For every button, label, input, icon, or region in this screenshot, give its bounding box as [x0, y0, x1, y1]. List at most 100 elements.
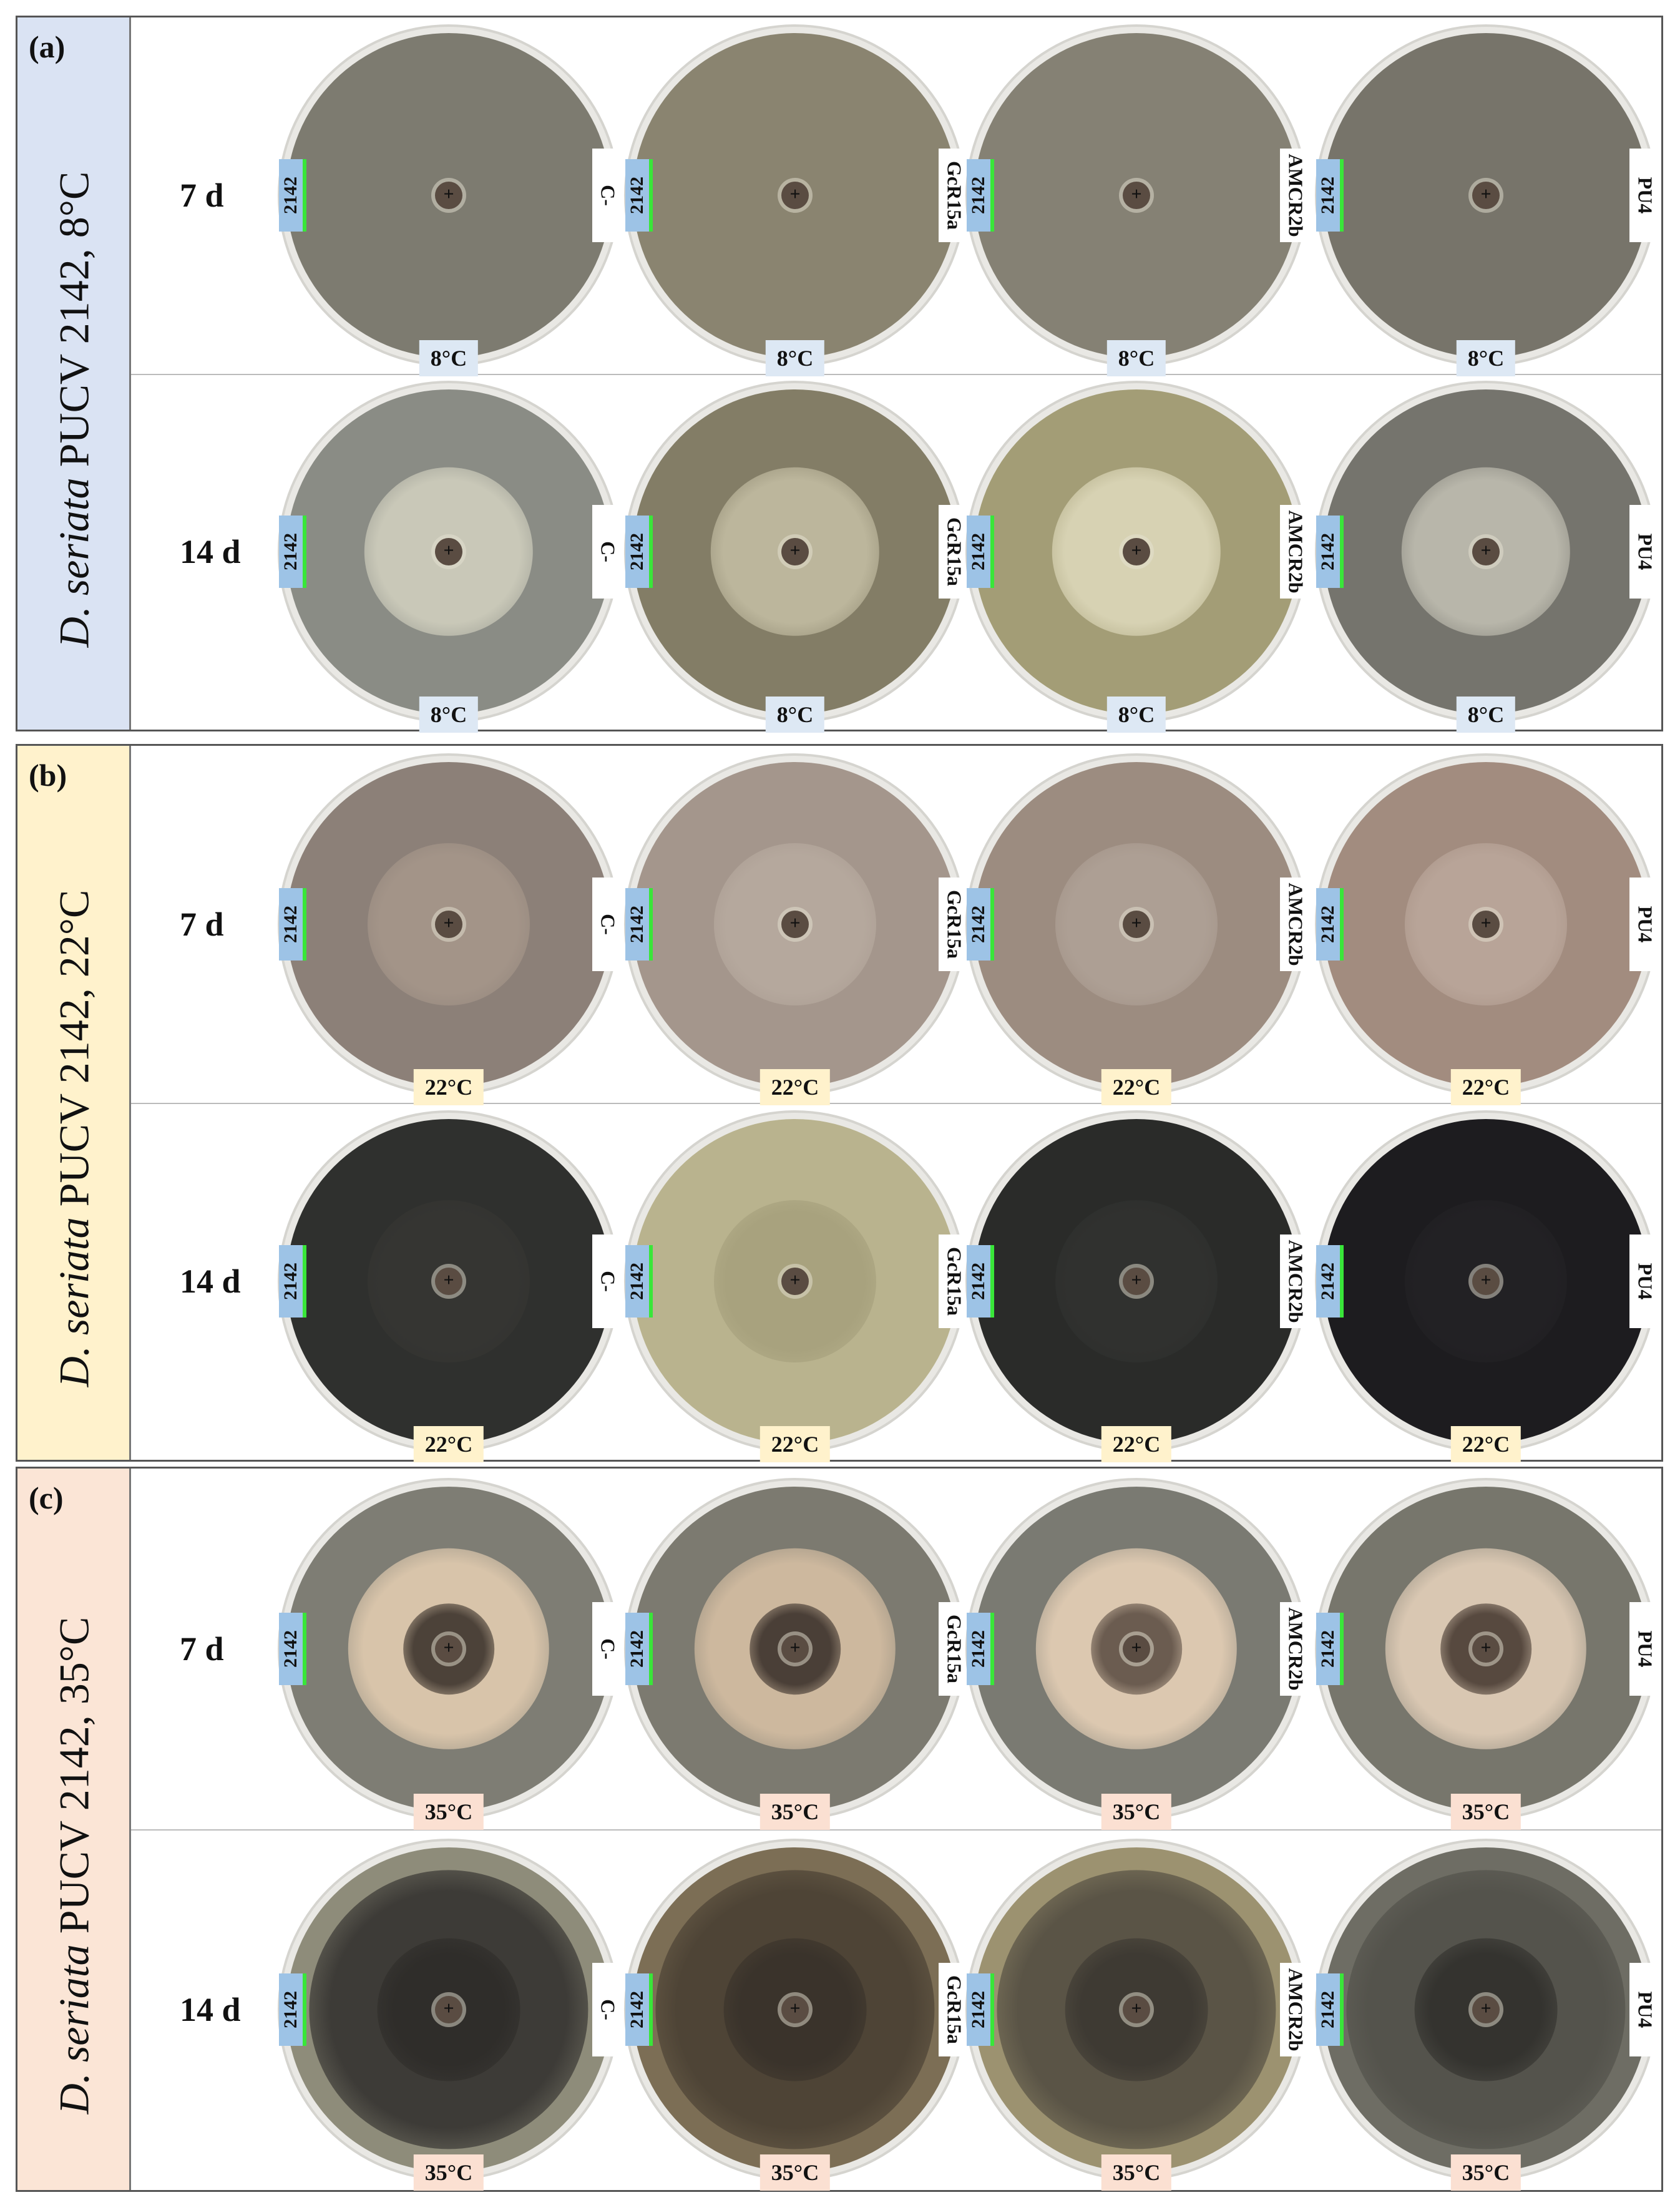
- temperature-label: 22°C: [413, 1426, 484, 1462]
- strain-label: PU4: [1634, 177, 1657, 214]
- isolate-tag: 2142: [279, 888, 306, 961]
- panel-title: D. seriata PUCV 2142, 35°C: [50, 1616, 99, 2114]
- temperature-label: 8°C: [765, 696, 825, 733]
- temperature-label: 8°C: [1456, 696, 1516, 733]
- isolate-label: 2142: [968, 1263, 989, 1300]
- isolate-label: 2142: [280, 532, 301, 570]
- strain-tag: AMCR2b: [1280, 149, 1311, 243]
- strain-tag: AMCR2b: [1280, 878, 1311, 971]
- isolate-tag: 2142: [625, 515, 653, 588]
- isolate-label: 2142: [280, 906, 301, 943]
- temperature-label: 8°C: [1106, 340, 1166, 377]
- petri-dish: 2142 PU4 8°C: [1316, 33, 1661, 377]
- isolate-tag: 2142: [279, 1245, 306, 1318]
- isolate-tag: 2142: [279, 1613, 306, 1685]
- isolate-label: 2142: [968, 532, 989, 570]
- isolate-tag: 2142: [625, 159, 653, 232]
- isolate-label: 2142: [1317, 1630, 1338, 1668]
- isolate-label: 2142: [968, 177, 989, 215]
- isolate-tag: 2142: [625, 1245, 653, 1318]
- strain-label: GcR15a: [943, 1614, 966, 1684]
- temperature-label: 35°C: [1450, 1794, 1521, 1830]
- strain-label: PU4: [1634, 1991, 1657, 2028]
- isolate-label: 2142: [280, 1991, 301, 2028]
- petri-dish: 2142 C- 22°C: [279, 1119, 623, 1462]
- strain-tag: GcR15a: [939, 149, 970, 243]
- isolate-tag: 2142: [967, 1245, 994, 1318]
- isolate-tag: 2142: [967, 888, 994, 961]
- isolate-tag: 2142: [625, 888, 653, 961]
- panel-sidebar: (c) D. seriata PUCV 2142, 35°C: [17, 1469, 131, 2190]
- strain-tag: C-: [592, 1963, 623, 2056]
- species-name: D. seriata: [50, 477, 98, 647]
- strain-label: GcR15a: [943, 517, 966, 586]
- mycelial-plug: [1123, 911, 1150, 938]
- strain-label: AMCR2b: [1284, 1239, 1307, 1323]
- panel-title: D. seriata PUCV 2142, 8°C: [50, 171, 99, 647]
- isolate-label: 2142: [280, 1630, 301, 1668]
- isolate-tag: 2142: [279, 1973, 306, 2046]
- mycelial-plug: [781, 1635, 809, 1663]
- strain-label: PU4: [1634, 533, 1657, 570]
- petri-dish: 2142 AMCR2b 8°C: [967, 389, 1311, 733]
- strain-label: AMCR2b: [1284, 154, 1307, 237]
- petri-dish: 2142 PU4 22°C: [1316, 1119, 1661, 1462]
- temperature-label: 22°C: [759, 1426, 831, 1462]
- mycelial-plug: [781, 911, 809, 938]
- petri-dish: 2142 AMCR2b 35°C: [967, 1487, 1311, 1830]
- isolate-label: 2142: [627, 1630, 647, 1668]
- species-name: D. seriata: [50, 1217, 98, 1387]
- strain-tag: GcR15a: [939, 1602, 970, 1696]
- petri-dish: 2142 PU4 22°C: [1316, 762, 1661, 1105]
- petri-dish: 2142 PU4 35°C: [1316, 1487, 1661, 1830]
- temperature-label: 35°C: [759, 2154, 831, 2191]
- petri-dish: 2142 AMCR2b 22°C: [967, 1119, 1311, 1462]
- isolate-label: 2142: [627, 532, 647, 570]
- petri-dish: 2142 GcR15a 8°C: [625, 389, 970, 733]
- mycelial-plug: [435, 1268, 462, 1295]
- mycelial-plug: [1472, 182, 1500, 210]
- petri-dish: 2142 GcR15a 35°C: [625, 1487, 970, 1830]
- row-label: 14 d: [180, 532, 241, 570]
- mycelial-plug: [1472, 1635, 1500, 1663]
- petri-dish: 2142 AMCR2b 8°C: [967, 33, 1311, 377]
- strain-tag: AMCR2b: [1280, 1602, 1311, 1696]
- panel-b: (b) D. seriata PUCV 2142, 22°C 7 d 2142 C- 22…: [16, 744, 1663, 1462]
- strain-tag: C-: [592, 1235, 623, 1328]
- temperature-label: 35°C: [413, 1794, 484, 1830]
- petri-dish: 2142 C- 22°C: [279, 762, 623, 1105]
- isolate-label: 2142: [968, 906, 989, 943]
- strain-tag: C-: [592, 878, 623, 971]
- mycelial-plug: [1123, 182, 1150, 210]
- temperature-label: 22°C: [759, 1069, 831, 1105]
- strain-tag: GcR15a: [939, 504, 970, 599]
- mycelial-plug: [1472, 537, 1500, 565]
- mycelial-plug: [1123, 537, 1150, 565]
- strain-label: GcR15a: [943, 161, 966, 230]
- panel-a: (a) D. seriata PUCV 2142, 8°C 7 d 2142 C- 8°C…: [16, 16, 1663, 733]
- isolate-tag: 2142: [967, 1613, 994, 1685]
- petri-dish: 2142 C- 8°C: [279, 389, 623, 733]
- temperature-label: 8°C: [419, 340, 479, 377]
- temperature-label: 8°C: [419, 696, 479, 733]
- isolate-tag: 2142: [625, 1613, 653, 1685]
- temperature-label: 35°C: [1450, 2154, 1521, 2191]
- strain-tag: AMCR2b: [1280, 1963, 1311, 2056]
- strain-label: GcR15a: [943, 889, 966, 959]
- isolate-label: 2142: [1317, 1263, 1338, 1300]
- mycelial-plug: [435, 1996, 462, 2023]
- isolate-label: 2142: [280, 1263, 301, 1300]
- isolate-label: 2142: [280, 177, 301, 215]
- mycelial-plug: [435, 182, 462, 210]
- strain-label: AMCR2b: [1284, 1968, 1307, 2051]
- strain-label: PU4: [1634, 1263, 1657, 1300]
- isolate-tag: 2142: [1316, 1245, 1344, 1318]
- mycelial-plug: [781, 537, 809, 565]
- temperature-label: 22°C: [1101, 1069, 1172, 1105]
- strain-label: AMCR2b: [1284, 1607, 1307, 1691]
- temperature-label: 8°C: [1106, 696, 1166, 733]
- isolate-label: 2142: [1317, 177, 1338, 215]
- isolate-tag: 2142: [967, 515, 994, 588]
- isolate-tag: 2142: [279, 159, 306, 232]
- temperature-label: 22°C: [413, 1069, 484, 1105]
